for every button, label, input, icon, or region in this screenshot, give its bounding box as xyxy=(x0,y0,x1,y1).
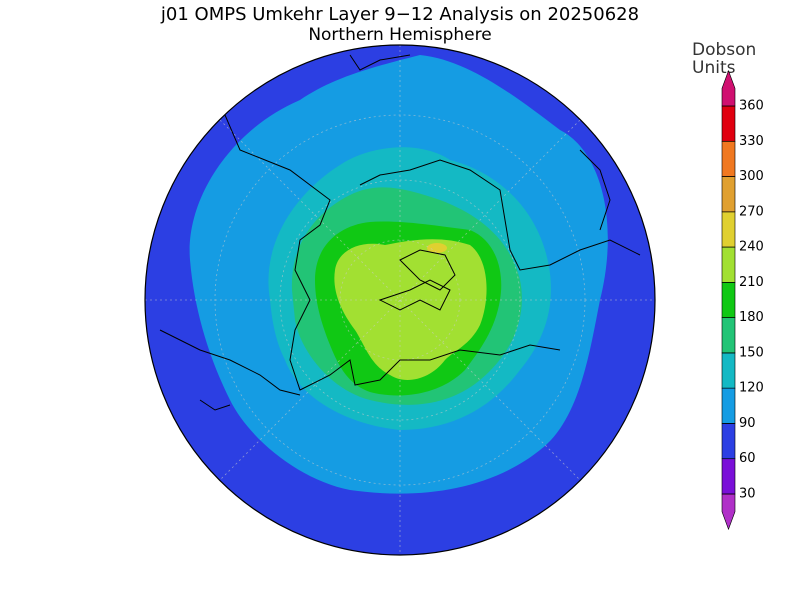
colorbar-tick-label: 180 xyxy=(739,310,764,325)
colorbar-band xyxy=(721,352,736,389)
colorbar-label: Units xyxy=(692,58,736,78)
colorbar-band xyxy=(721,423,736,460)
map-border xyxy=(144,44,656,556)
colorbar-tick-label: 30 xyxy=(739,487,756,502)
coastlines xyxy=(159,54,641,411)
colorbar-label: Dobson xyxy=(692,40,756,60)
colorbar-band xyxy=(721,458,736,495)
title: j01 OMPS Umkehr Layer 9−12 Analysis on 2… xyxy=(160,4,639,25)
colorbar-tick-label: 330 xyxy=(739,134,764,149)
colorbar-tick-label: 210 xyxy=(739,275,764,290)
colorbar-band xyxy=(721,211,736,248)
colorbar-tick-label: 60 xyxy=(739,451,756,466)
colorbar-band xyxy=(721,317,736,354)
colorbar-tick-label: 90 xyxy=(739,416,756,431)
colorbar-tick-label: 270 xyxy=(739,204,764,219)
colorbar-band xyxy=(721,387,736,424)
colorbar-band xyxy=(721,105,736,142)
colorbar-tick-label: 360 xyxy=(739,99,764,114)
colorbar-band xyxy=(721,246,736,283)
colorbar-tick-label: 240 xyxy=(739,240,764,255)
field-240 xyxy=(334,239,487,380)
colorbar-band xyxy=(721,140,736,177)
subtitle: Northern Hemisphere xyxy=(308,25,491,45)
colorbar: Dobson Units 30 60 90 120 150 180 210 240 270 300… xyxy=(692,40,764,531)
colorbar-band xyxy=(721,282,736,318)
colorbar-tick-label: 120 xyxy=(739,381,764,396)
graticule xyxy=(145,45,655,555)
colorbar-band xyxy=(721,176,736,213)
colorbar-extend-low xyxy=(721,493,736,531)
polar-map xyxy=(144,44,656,556)
colorbar-tick-label: 150 xyxy=(739,345,764,360)
colorbar-tick-label: 300 xyxy=(739,169,764,184)
field-270 xyxy=(427,243,447,253)
